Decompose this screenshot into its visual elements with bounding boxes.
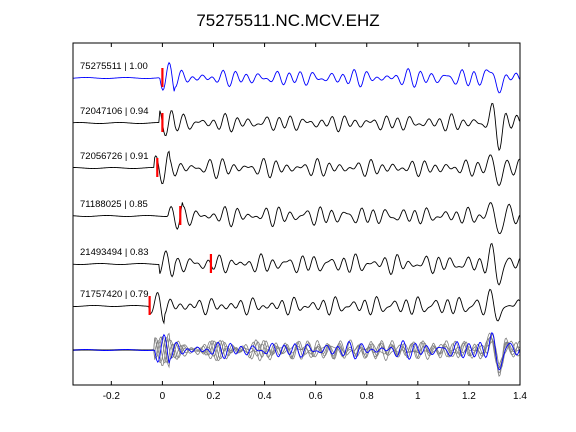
trace-label-71188025: 71188025 | 0.85 bbox=[80, 199, 148, 210]
x-tick-label: 0.2 bbox=[207, 391, 221, 402]
trace-label-71757420: 71757420 | 0.79 bbox=[80, 289, 149, 300]
stack-trace-71757420 bbox=[72, 333, 520, 377]
x-tick-label: 1.4 bbox=[513, 391, 527, 402]
x-tick-label: -0.2 bbox=[103, 391, 121, 402]
stack-trace-21493494 bbox=[72, 336, 520, 374]
trace-labels: 75275511 | 1.00 72047106 | 0.94 72056726 |… bbox=[80, 61, 149, 300]
trace-72056726 bbox=[72, 150, 520, 187]
trace-label-75275511: 75275511 | 1.00 bbox=[80, 61, 148, 72]
trace-71757420 bbox=[72, 288, 520, 325]
trace-label-72056726: 72056726 | 0.91 bbox=[80, 151, 149, 162]
trace-label-21493494: 21493494 | 0.83 bbox=[80, 247, 149, 258]
x-tick-label: 0.6 bbox=[309, 391, 323, 402]
trace-75275511 bbox=[72, 61, 520, 94]
plot-area bbox=[72, 61, 520, 377]
x-axis: -0.2 0 0.2 0.4 0.6 0.8 1 1.2 1.4 bbox=[103, 43, 527, 402]
trace-71188025 bbox=[72, 202, 520, 235]
axes-box bbox=[72, 42, 521, 386]
trace-21493494 bbox=[72, 242, 520, 286]
x-tick-label: 0 bbox=[160, 391, 166, 402]
x-tick-label: 1 bbox=[415, 391, 421, 402]
trace-72047106 bbox=[72, 102, 520, 152]
x-tick-label: 0.8 bbox=[360, 391, 374, 402]
x-tick-label: 0.4 bbox=[258, 391, 272, 402]
chart-title: 75275511.NC.MCV.EHZ bbox=[196, 11, 379, 30]
trace-label-72047106: 72047106 | 0.94 bbox=[80, 106, 149, 117]
x-tick-label: 1.2 bbox=[462, 391, 476, 402]
stack-reference-trace bbox=[72, 331, 520, 371]
